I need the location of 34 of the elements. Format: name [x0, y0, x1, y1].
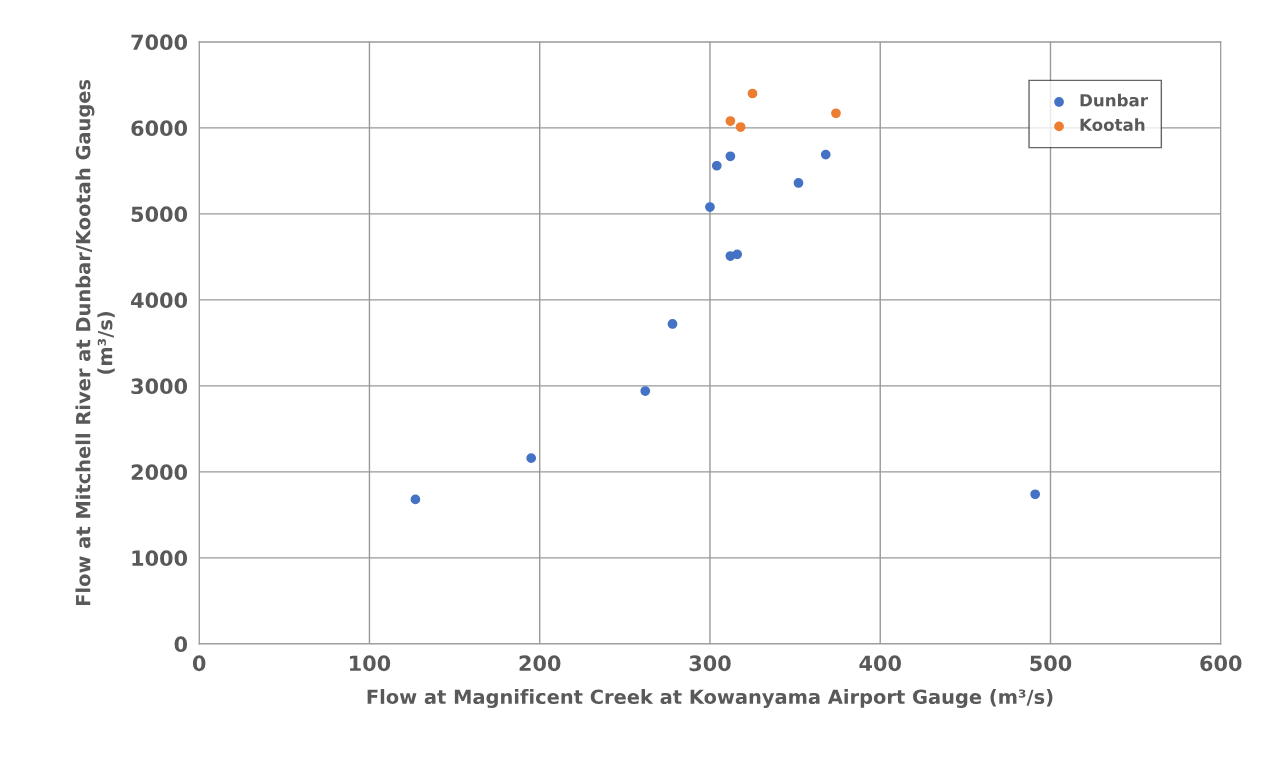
- y-tick-label: 4000: [131, 292, 188, 309]
- y-tick-label: 5000: [131, 206, 188, 223]
- y-tick-label: 6000: [131, 120, 188, 137]
- x-tick-label: 100: [350, 655, 391, 672]
- y-axis-title: Flow at Mitchell River at Dunbar/Kootah Gauges (m³/s): [75, 79, 115, 606]
- point: [705, 202, 715, 212]
- point: [526, 453, 537, 463]
- point: [820, 149, 831, 160]
- y-tick-label: 1000: [132, 550, 188, 567]
- point: [667, 319, 678, 329]
- point: [410, 494, 421, 505]
- point: [735, 122, 746, 132]
- point: [1030, 489, 1041, 500]
- x-tick-label: 400: [859, 655, 901, 672]
- point: [747, 88, 758, 99]
- point: [711, 160, 722, 171]
- point: [640, 386, 651, 396]
- y-tick-label: 7000: [131, 34, 188, 51]
- x-tick-label: 600: [1200, 655, 1242, 672]
- x-tick-label: 300: [689, 655, 731, 672]
- x-axis-title: Flow at Magnificent Creek at Kowanyama Airport Gauge (m³/s): [367, 689, 1053, 709]
- y-tick-label: 3000: [131, 378, 188, 395]
- x-tick-label: 200: [519, 655, 561, 672]
- y-tick-label: 2000: [131, 464, 188, 481]
- x-tick-label: 0: [192, 655, 206, 672]
- point: [725, 116, 736, 126]
- point: [732, 249, 743, 260]
- point: [725, 151, 736, 162]
- legend-label: Kootah: [1080, 118, 1145, 132]
- point: [831, 108, 841, 119]
- legend-label: Dunbar: [1080, 93, 1148, 107]
- y-tick-label: 0: [174, 636, 188, 653]
- x-tick-label: 500: [1030, 655, 1072, 672]
- point: [793, 178, 804, 188]
